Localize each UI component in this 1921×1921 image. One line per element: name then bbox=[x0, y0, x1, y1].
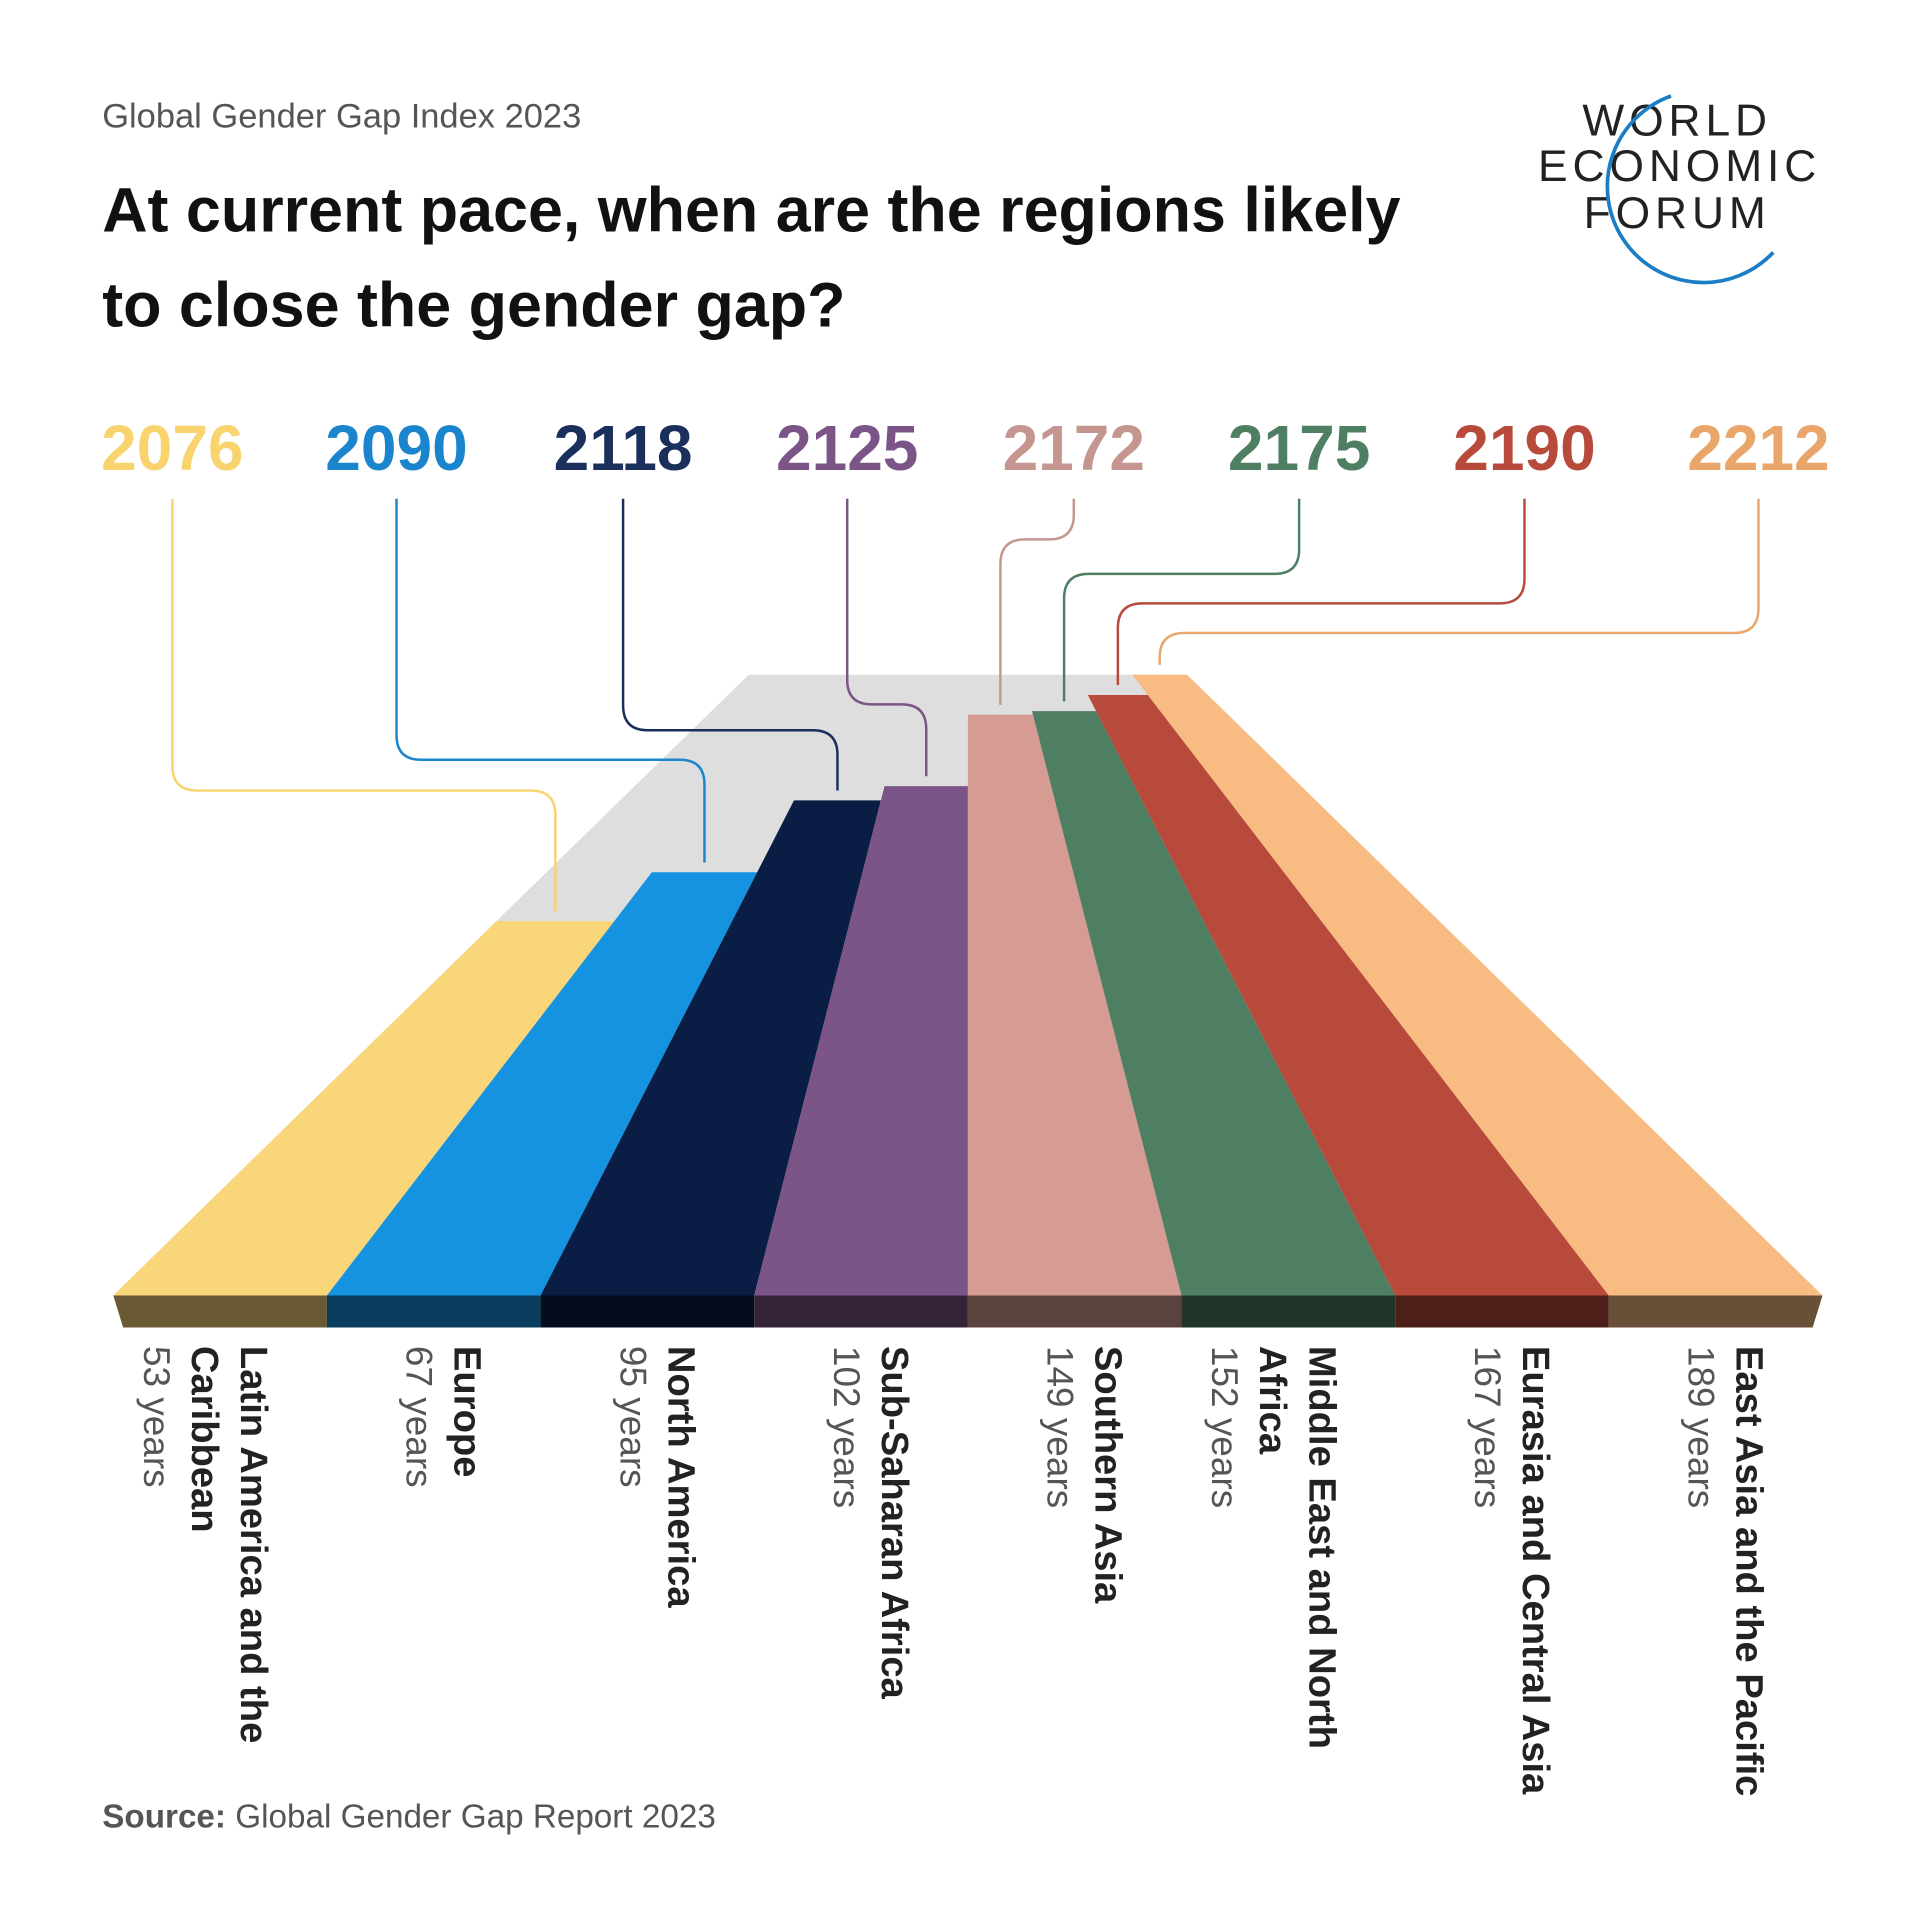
category-label: Sub-Saharan Africa 102 years bbox=[820, 1346, 919, 1699]
close-year: 2212 bbox=[1687, 412, 1829, 484]
connector bbox=[621, 498, 839, 791]
category-name: Europe bbox=[446, 1345, 490, 1478]
bar-front bbox=[1608, 1295, 1823, 1328]
connector bbox=[171, 498, 557, 912]
bar-front bbox=[1395, 1295, 1609, 1328]
category-name: East Asia and the Pacific bbox=[1727, 1345, 1772, 1797]
connector bbox=[845, 498, 928, 777]
close-year: 2190 bbox=[1453, 412, 1595, 484]
connector bbox=[1116, 498, 1526, 686]
subtitle: Global Gender Gap Index 2023 bbox=[102, 97, 581, 135]
close-year: 2172 bbox=[1003, 412, 1145, 484]
bar-front bbox=[113, 1295, 327, 1328]
bar-front bbox=[1181, 1295, 1396, 1328]
close-year: 2118 bbox=[554, 412, 693, 484]
connector bbox=[1158, 498, 1760, 665]
value-label: 95 years bbox=[611, 1345, 653, 1488]
logo-line: ECONOMIC bbox=[1538, 142, 1821, 191]
bar bbox=[967, 714, 1182, 1296]
logo-arc bbox=[1605, 94, 1775, 285]
bar-front bbox=[326, 1295, 541, 1328]
value-label: 149 years bbox=[1039, 1345, 1080, 1509]
close-year: 2175 bbox=[1228, 412, 1370, 484]
chart-title: At current pace, when are the regions li… bbox=[102, 174, 1401, 340]
category-name: Middle East and North Africa bbox=[1251, 1345, 1344, 1749]
category-label: East Asia and the Pacific 189 years bbox=[1675, 1346, 1774, 1796]
category-label: Europe 67 years bbox=[393, 1346, 492, 1488]
value-label: 67 years bbox=[398, 1345, 439, 1488]
bar bbox=[1132, 674, 1823, 1296]
category-label: Eurasia and Central Asia 167 years bbox=[1461, 1346, 1560, 1794]
category-name: North America bbox=[659, 1345, 703, 1608]
category-label: Latin America and the Caribbean 53 years bbox=[130, 1346, 278, 1863]
value-label: 102 years bbox=[825, 1345, 866, 1509]
source: Source: Global Gender Gap Report 2023 bbox=[102, 1798, 716, 1836]
connector bbox=[1062, 498, 1301, 702]
bar-front bbox=[540, 1295, 755, 1328]
connector bbox=[999, 498, 1076, 705]
value-label: 167 years bbox=[1466, 1345, 1507, 1509]
close-year: 2076 bbox=[101, 412, 243, 484]
category-label: North America 95 years bbox=[607, 1346, 706, 1608]
value-label: 53 years bbox=[135, 1345, 176, 1488]
category-name: Latin America and the Caribbean bbox=[183, 1345, 276, 1744]
close-year: 2090 bbox=[325, 412, 467, 484]
value-label: 189 years bbox=[1679, 1345, 1721, 1509]
bar-front bbox=[967, 1295, 1182, 1328]
bar bbox=[326, 872, 758, 1296]
source-label: Source: bbox=[102, 1797, 227, 1835]
logo-line: WORLD bbox=[1582, 96, 1772, 145]
value-label: 152 years bbox=[1203, 1345, 1245, 1509]
category-name: Southern Asia bbox=[1087, 1345, 1131, 1604]
bar bbox=[540, 800, 881, 1296]
source-text: Global Gender Gap Report 2023 bbox=[235, 1797, 716, 1835]
bar-front bbox=[754, 1295, 968, 1328]
logo: WORLD ECONOMIC FORUM bbox=[1538, 94, 1821, 285]
bar bbox=[1087, 694, 1609, 1296]
close-year: 2125 bbox=[776, 412, 918, 484]
logo-line: FORUM bbox=[1584, 189, 1771, 238]
bar bbox=[754, 786, 968, 1296]
connector bbox=[395, 498, 706, 863]
category-name: Sub-Saharan Africa bbox=[873, 1345, 917, 1699]
bar bbox=[1032, 711, 1396, 1296]
category-label: Southern Asia 149 years bbox=[1034, 1346, 1133, 1603]
category-label: Middle East and North Africa 152 years bbox=[1198, 1346, 1346, 1863]
bar bbox=[113, 921, 615, 1296]
category-name: Eurasia and Central Asia bbox=[1514, 1345, 1558, 1795]
